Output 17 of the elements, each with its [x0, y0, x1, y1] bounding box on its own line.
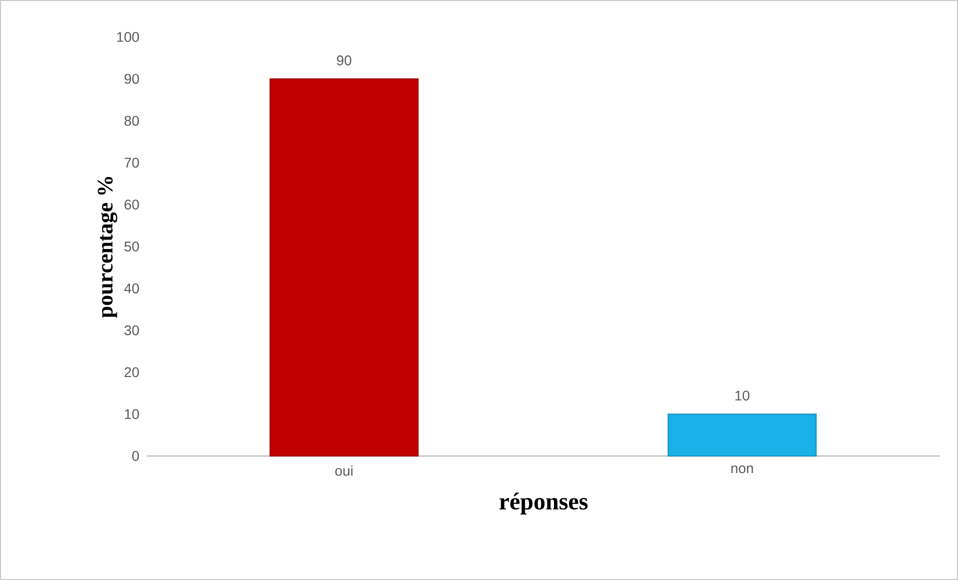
data-label: 90: [336, 55, 352, 66]
x-tick-label: oui: [335, 466, 352, 476]
y-tick-label: 90: [124, 74, 139, 84]
y-tick-label: 30: [124, 325, 139, 336]
y-tick-label: 0: [132, 451, 139, 461]
y-tick-label: 50: [124, 242, 139, 252]
data-label: 10: [735, 390, 750, 401]
y-tick-label: 80: [124, 116, 139, 126]
y-tick-label: 10: [124, 409, 139, 420]
y-tick-label: 20: [124, 367, 139, 378]
y-tick-label: 100: [117, 32, 139, 42]
y-tick-label: 60: [124, 200, 139, 210]
x-tick-label: non: [731, 466, 753, 474]
x-axis-title: réponses: [499, 492, 588, 514]
y-tick-label: 40: [124, 283, 139, 294]
y-axis-title: pourcentage %: [98, 176, 118, 318]
y-tick-label: 70: [124, 158, 139, 168]
